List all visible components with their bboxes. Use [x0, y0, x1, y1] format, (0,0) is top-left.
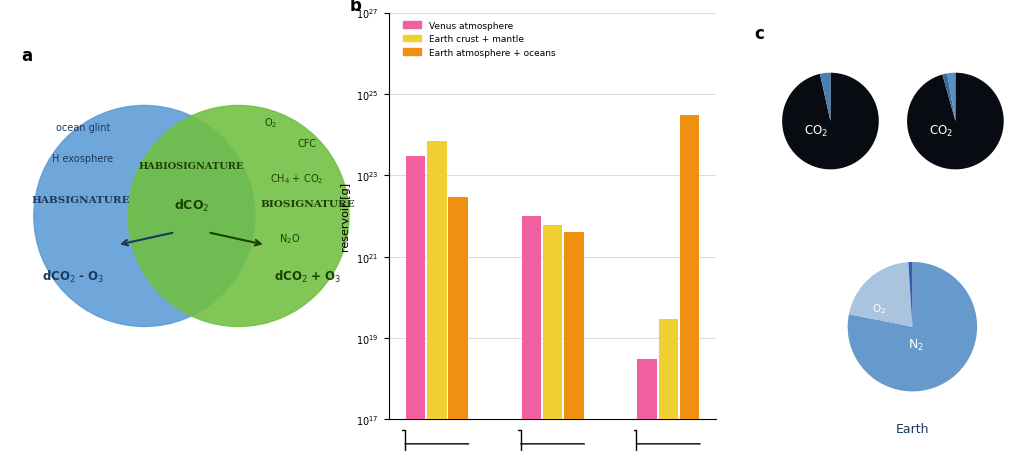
Text: Mars: Mars	[942, 194, 969, 204]
Bar	[680, 116, 699, 451]
Bar	[637, 359, 656, 451]
Bar	[521, 216, 541, 451]
Text: a: a	[22, 46, 32, 64]
Wedge shape	[947, 74, 955, 122]
Text: O$_2$: O$_2$	[871, 302, 886, 316]
Wedge shape	[820, 74, 830, 122]
Text: c: c	[755, 25, 765, 43]
Text: H exosphere: H exosphere	[52, 154, 114, 164]
Bar	[658, 319, 678, 451]
Bar	[564, 233, 584, 451]
Bar	[449, 197, 468, 451]
Wedge shape	[907, 74, 1004, 170]
Y-axis label: reservoir [g]: reservoir [g]	[341, 182, 351, 251]
Wedge shape	[848, 262, 977, 391]
Wedge shape	[782, 74, 879, 170]
Text: Ar: Ar	[959, 54, 970, 64]
Text: CO$_2$: CO$_2$	[804, 124, 828, 139]
Text: dCO$_2$ + O$_3$: dCO$_2$ + O$_3$	[273, 268, 341, 284]
Text: O$_2$: O$_2$	[264, 115, 278, 129]
Text: dCO$_2$: dCO$_2$	[174, 198, 209, 214]
Text: BIOSIGNATURE: BIOSIGNATURE	[260, 199, 354, 208]
Text: N$_2$O: N$_2$O	[279, 231, 300, 245]
Text: CFC: CFC	[298, 139, 316, 149]
Wedge shape	[849, 262, 912, 327]
Circle shape	[128, 106, 349, 327]
Circle shape	[34, 106, 255, 327]
Text: CH$_4$ + CO$_2$: CH$_4$ + CO$_2$	[269, 172, 324, 185]
Bar	[543, 226, 562, 451]
Text: HABSIGNATURE: HABSIGNATURE	[32, 196, 130, 205]
Text: N$_2$: N$_2$	[981, 50, 993, 64]
Text: N$_2$: N$_2$	[815, 51, 828, 65]
Legend: Venus atmosphere, Earth crust + mantle, Earth atmosphere + oceans: Venus atmosphere, Earth crust + mantle, …	[399, 18, 559, 61]
Text: dCO$_2$ - O$_3$: dCO$_2$ - O$_3$	[42, 268, 104, 284]
Text: Venus: Venus	[814, 194, 847, 204]
Text: HABIOSIGNATURE: HABIOSIGNATURE	[138, 161, 244, 170]
Text: Earth: Earth	[896, 423, 929, 436]
Bar	[427, 142, 446, 451]
Bar	[406, 156, 425, 451]
Text: Ar: Ar	[910, 238, 921, 248]
Text: ocean glint: ocean glint	[55, 123, 110, 133]
Wedge shape	[908, 262, 912, 327]
Text: N$_2$: N$_2$	[907, 337, 924, 353]
Wedge shape	[942, 74, 955, 122]
Text: CO$_2$: CO$_2$	[929, 124, 953, 139]
Text: b: b	[349, 0, 361, 15]
